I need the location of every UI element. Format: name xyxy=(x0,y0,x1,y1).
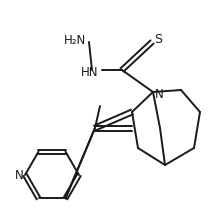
Text: N: N xyxy=(155,88,163,101)
Text: H₂N: H₂N xyxy=(64,34,86,47)
Text: HN: HN xyxy=(81,65,99,78)
Text: N: N xyxy=(15,168,23,181)
Text: S: S xyxy=(154,32,162,45)
